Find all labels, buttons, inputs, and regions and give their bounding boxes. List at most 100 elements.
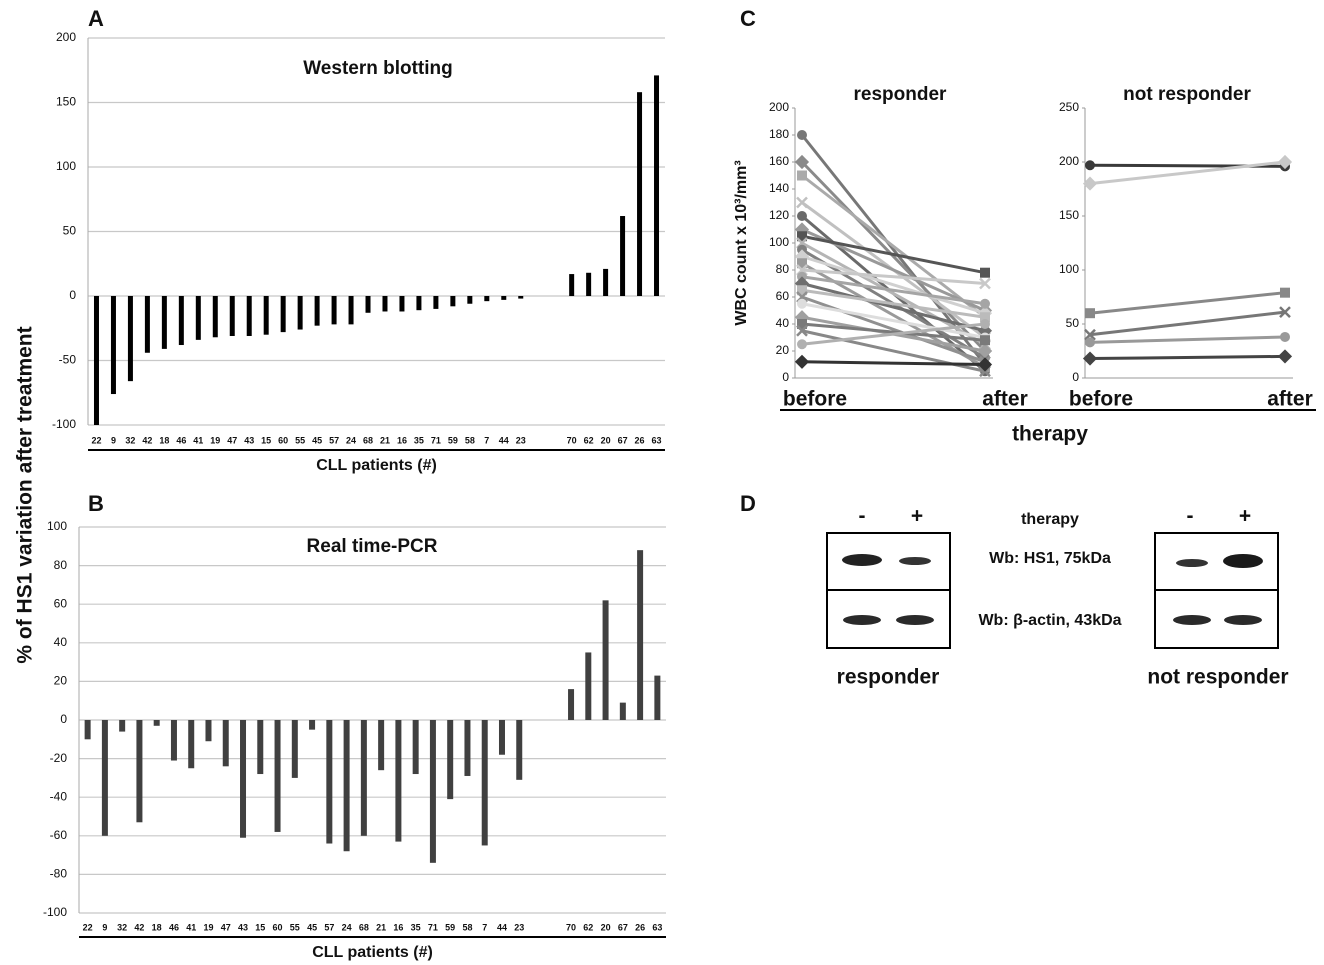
therapy-label: therapy bbox=[1021, 511, 1079, 528]
bar bbox=[257, 720, 264, 775]
y-tick-label: 60 bbox=[776, 289, 790, 303]
bar bbox=[101, 720, 108, 836]
bar bbox=[429, 720, 436, 863]
blot-band bbox=[896, 615, 934, 625]
x-tick-label: 55 bbox=[290, 922, 300, 932]
y-tick-label: 50 bbox=[1066, 316, 1080, 330]
series-line bbox=[801, 360, 986, 366]
chart-title: responder bbox=[854, 84, 948, 105]
x-tick-label: 35 bbox=[414, 435, 424, 445]
x-tick-label: 58 bbox=[462, 922, 472, 932]
bar bbox=[222, 720, 229, 767]
marker bbox=[1280, 287, 1290, 298]
bar bbox=[161, 296, 167, 349]
x-tick-label: 44 bbox=[499, 435, 509, 445]
panel-letter: D bbox=[740, 491, 756, 516]
bar bbox=[654, 675, 661, 720]
bar bbox=[450, 296, 456, 307]
series-line bbox=[801, 174, 986, 319]
x-tick-label: 9 bbox=[102, 922, 107, 932]
x-tick-label: 67 bbox=[618, 435, 628, 445]
x-label: therapy bbox=[1012, 423, 1088, 446]
y-tick-label: 0 bbox=[69, 288, 76, 302]
x-tick-label: 21 bbox=[376, 922, 386, 932]
x-tick-label: 35 bbox=[411, 922, 421, 932]
y-tick-label: -20 bbox=[50, 751, 68, 765]
blot-band bbox=[1176, 559, 1208, 567]
marker bbox=[1085, 337, 1095, 348]
y-tick-label: 0 bbox=[782, 370, 789, 384]
blot-band bbox=[1173, 615, 1211, 625]
marker bbox=[1084, 328, 1096, 341]
marker bbox=[979, 277, 991, 290]
marker bbox=[1082, 351, 1098, 366]
panel-letter: A bbox=[88, 6, 104, 31]
x-tick-label: 63 bbox=[652, 922, 662, 932]
marker bbox=[977, 343, 993, 359]
marker bbox=[794, 154, 810, 170]
x-tick-label: 55 bbox=[295, 435, 305, 445]
bar bbox=[205, 720, 212, 742]
x-tick-label: 21 bbox=[380, 435, 390, 445]
bar bbox=[416, 296, 422, 311]
bar bbox=[518, 296, 524, 299]
series-line bbox=[801, 322, 986, 346]
marker bbox=[797, 231, 807, 242]
bar bbox=[144, 296, 150, 353]
bar bbox=[291, 720, 298, 778]
bar bbox=[84, 720, 91, 740]
x-tick-label: 7 bbox=[482, 922, 487, 932]
group-label: not responder bbox=[1147, 666, 1288, 689]
bar bbox=[280, 296, 286, 333]
x-tick-label: 57 bbox=[324, 922, 334, 932]
bar bbox=[212, 296, 218, 338]
x-tick-label: 41 bbox=[193, 435, 203, 445]
x-tick-label: 42 bbox=[134, 922, 144, 932]
x-tick-label: 19 bbox=[210, 435, 220, 445]
bar bbox=[395, 720, 402, 842]
x-tick-label: 23 bbox=[514, 922, 524, 932]
series-line bbox=[801, 288, 986, 319]
marker bbox=[797, 170, 807, 181]
series-line bbox=[1089, 335, 1286, 344]
marker bbox=[980, 298, 990, 309]
group-label: responder bbox=[837, 666, 940, 689]
x-tick-label: 43 bbox=[238, 922, 248, 932]
shared-y-label: % of HS1 variation after treatment bbox=[14, 326, 37, 663]
bar bbox=[447, 720, 454, 800]
y-tick-label: -80 bbox=[50, 867, 68, 881]
bar bbox=[637, 92, 643, 297]
x-tick-label: 46 bbox=[176, 435, 186, 445]
chart-title: not responder bbox=[1123, 84, 1251, 105]
bar bbox=[314, 296, 320, 326]
bar bbox=[343, 720, 350, 852]
treatment-label: + bbox=[911, 505, 923, 528]
blot-band bbox=[899, 557, 931, 565]
bar bbox=[127, 296, 133, 382]
bar bbox=[246, 296, 252, 336]
y-tick-label: 80 bbox=[54, 558, 68, 572]
y-tick-label: 140 bbox=[769, 181, 789, 195]
y-tick-label: 20 bbox=[54, 674, 68, 688]
x-tick-label: 70 bbox=[566, 922, 576, 932]
x-tick-label: after bbox=[1267, 388, 1313, 411]
bar bbox=[365, 296, 371, 313]
marker bbox=[797, 211, 807, 221]
x-tick-label: 68 bbox=[359, 922, 369, 932]
series-line bbox=[1089, 160, 1286, 186]
y-tick-label: -50 bbox=[59, 353, 77, 367]
treatment-label: - bbox=[1187, 505, 1194, 528]
x-tick-label: 68 bbox=[363, 435, 373, 445]
bar bbox=[240, 720, 247, 838]
x-tick-label: 59 bbox=[445, 922, 455, 932]
bar bbox=[178, 296, 184, 346]
series-line bbox=[801, 275, 986, 306]
x-tick-label: 15 bbox=[261, 435, 271, 445]
bar bbox=[516, 720, 523, 780]
marker bbox=[797, 339, 807, 350]
bar bbox=[603, 268, 609, 296]
panel-letter: B bbox=[88, 491, 104, 516]
x-tick-label: 16 bbox=[393, 922, 403, 932]
y-tick-label: 0 bbox=[1072, 370, 1079, 384]
bar bbox=[467, 296, 473, 304]
